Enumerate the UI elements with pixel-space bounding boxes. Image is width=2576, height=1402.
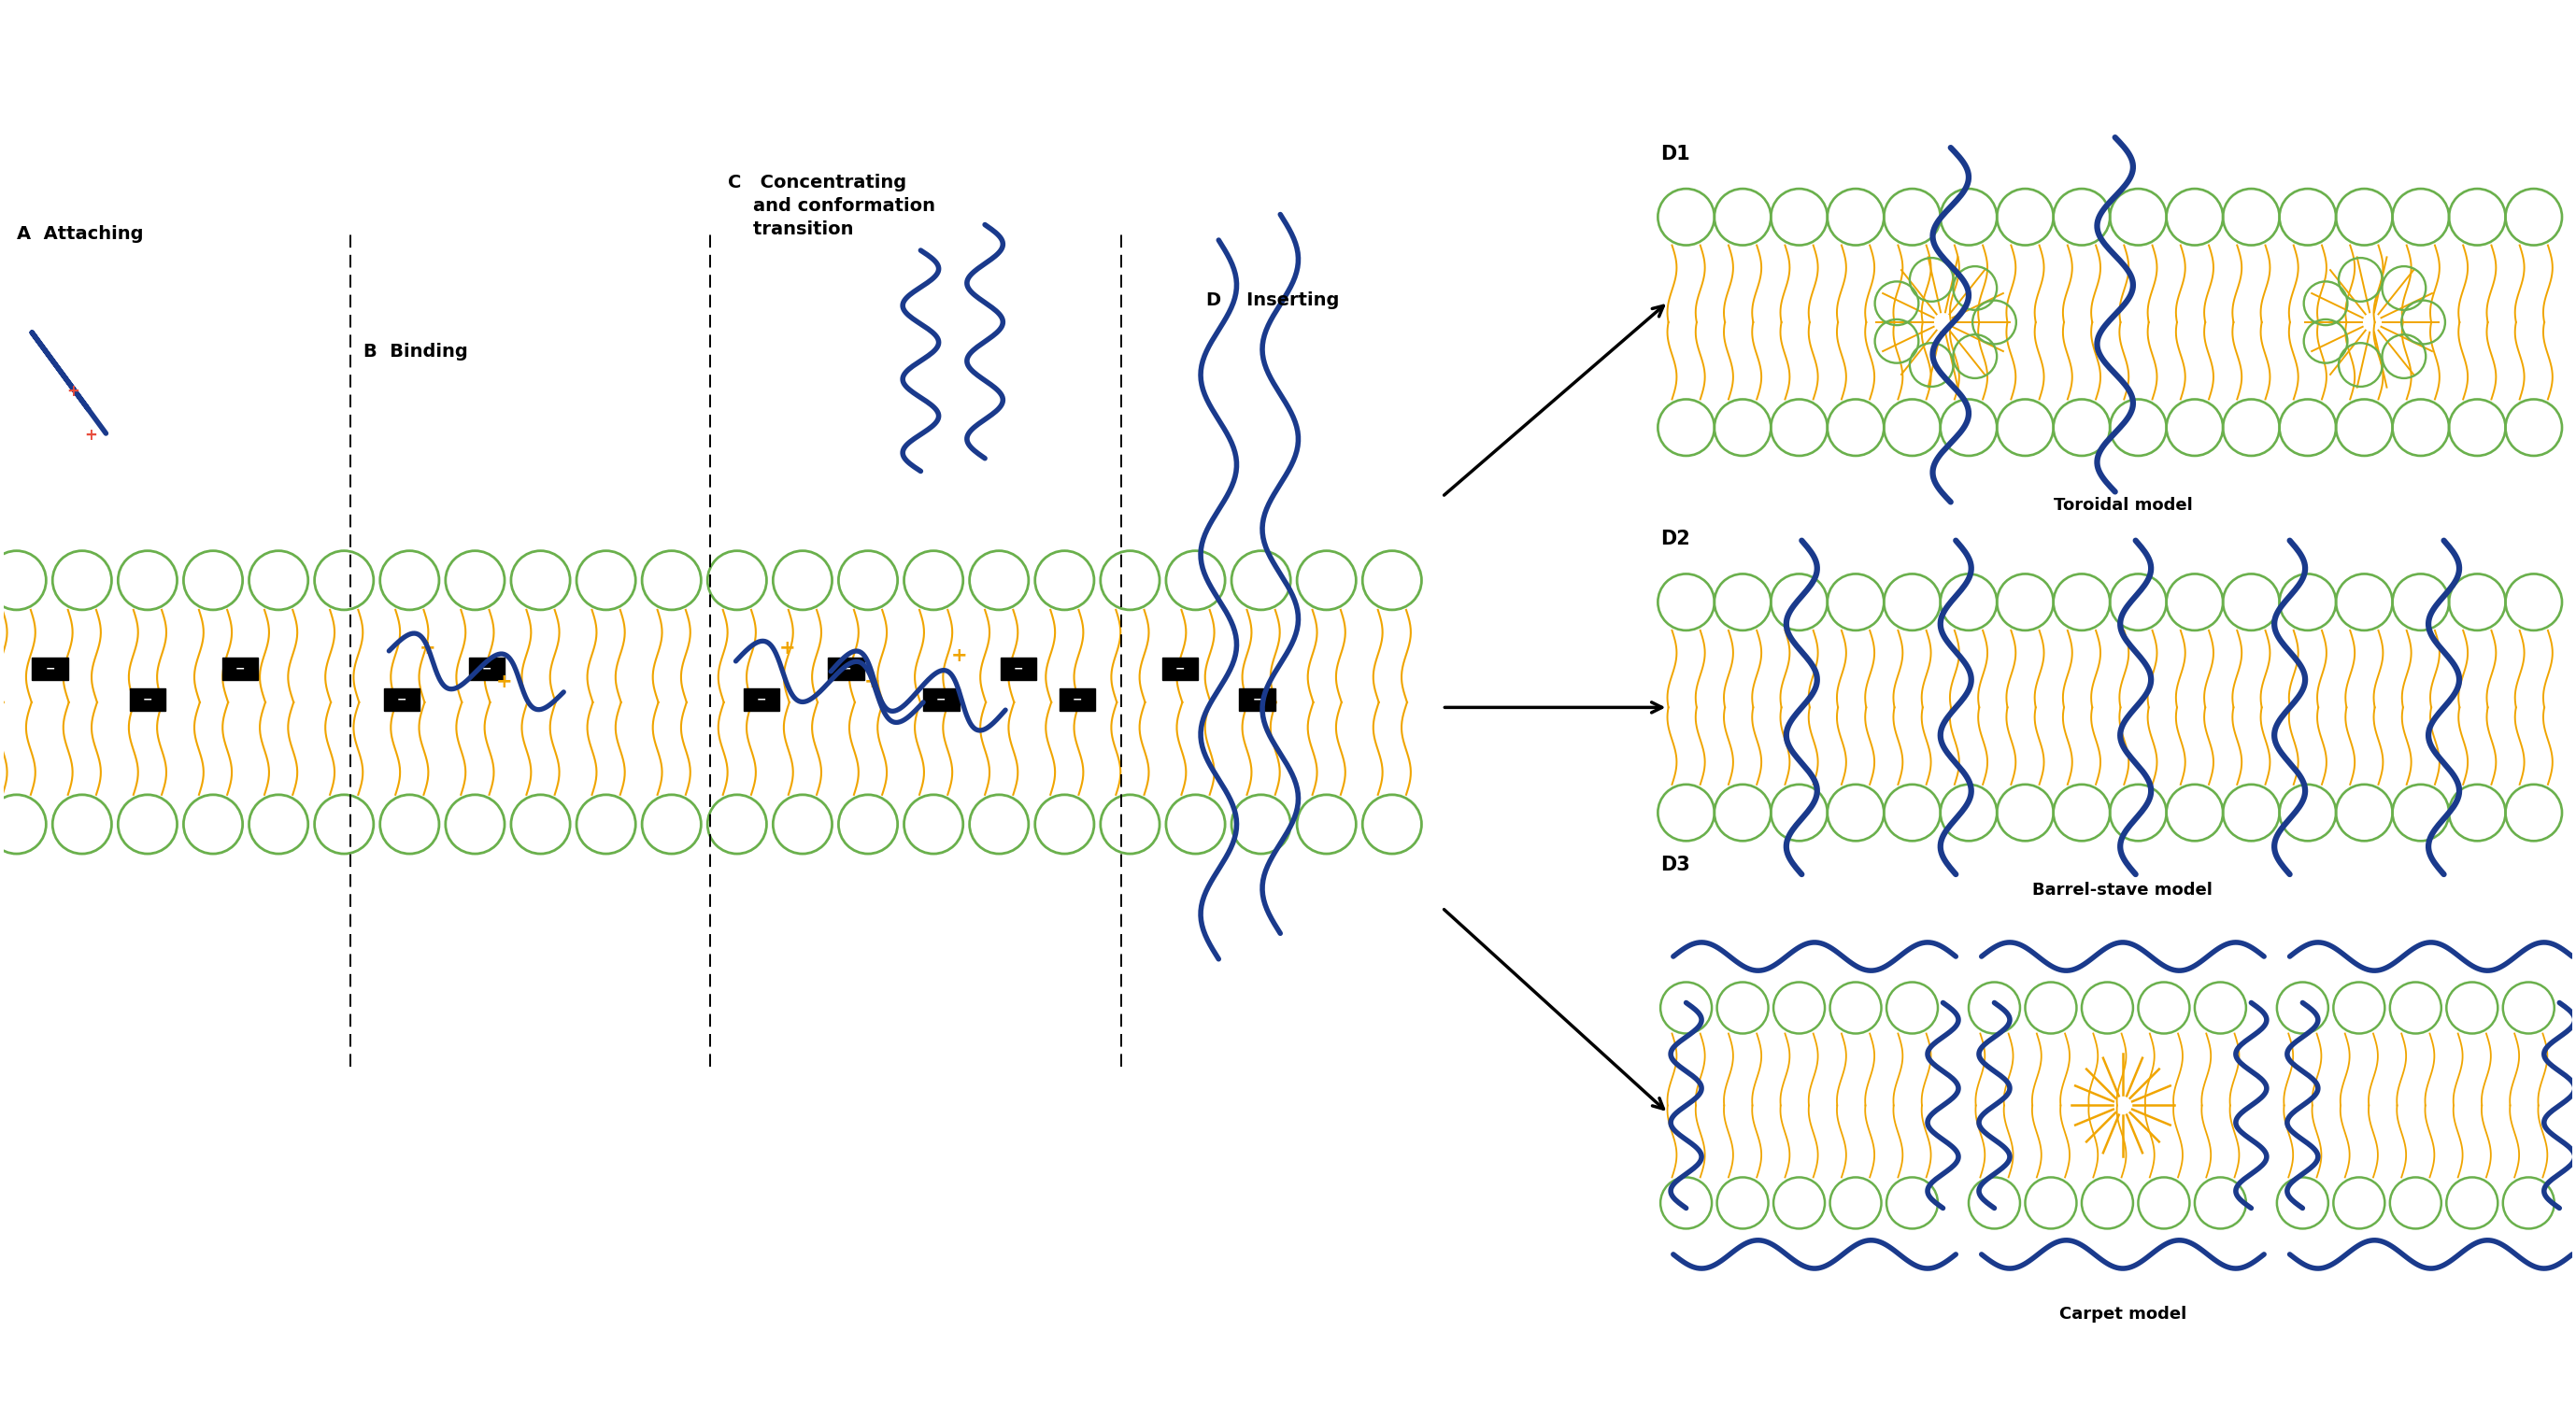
Text: −: − [482, 663, 492, 674]
Text: D1: D1 [1662, 144, 1690, 163]
FancyBboxPatch shape [829, 658, 863, 680]
Text: −: − [1072, 694, 1082, 705]
Text: D    Inserting: D Inserting [1206, 292, 1340, 310]
Text: +: + [497, 673, 513, 691]
Text: D2: D2 [1662, 530, 1690, 548]
Text: +: + [420, 639, 435, 658]
Text: Toroidal model: Toroidal model [2053, 496, 2192, 513]
Text: Carpet model: Carpet model [2058, 1305, 2187, 1322]
FancyBboxPatch shape [1239, 688, 1275, 711]
Text: −: − [44, 663, 54, 674]
FancyBboxPatch shape [1059, 688, 1095, 711]
Text: B  Binding: B Binding [363, 343, 469, 360]
Text: +: + [951, 646, 969, 666]
FancyBboxPatch shape [922, 688, 958, 711]
FancyBboxPatch shape [384, 688, 420, 711]
Text: −: − [142, 694, 152, 705]
Text: +: + [67, 383, 80, 400]
FancyBboxPatch shape [129, 688, 165, 711]
Text: −: − [234, 663, 245, 674]
Text: −: − [842, 663, 850, 674]
Text: +: + [85, 426, 98, 443]
FancyBboxPatch shape [222, 658, 258, 680]
FancyBboxPatch shape [31, 658, 67, 680]
Text: −: − [397, 694, 407, 705]
Text: −: − [1175, 663, 1185, 674]
Text: −: − [757, 694, 765, 705]
Text: D3: D3 [1662, 855, 1690, 875]
FancyBboxPatch shape [744, 688, 781, 711]
Text: Barrel-stave model: Barrel-stave model [2032, 882, 2213, 899]
FancyBboxPatch shape [469, 658, 505, 680]
Text: +: + [863, 673, 881, 691]
Text: +: + [778, 639, 796, 658]
Text: −: − [1012, 663, 1023, 674]
Text: C   Concentrating
    and conformation
    transition: C Concentrating and conformation transit… [729, 174, 935, 238]
FancyBboxPatch shape [999, 658, 1036, 680]
FancyBboxPatch shape [1162, 658, 1198, 680]
Text: A  Attaching: A Attaching [15, 224, 144, 243]
Text: −: − [935, 694, 945, 705]
Text: −: − [1252, 694, 1262, 705]
